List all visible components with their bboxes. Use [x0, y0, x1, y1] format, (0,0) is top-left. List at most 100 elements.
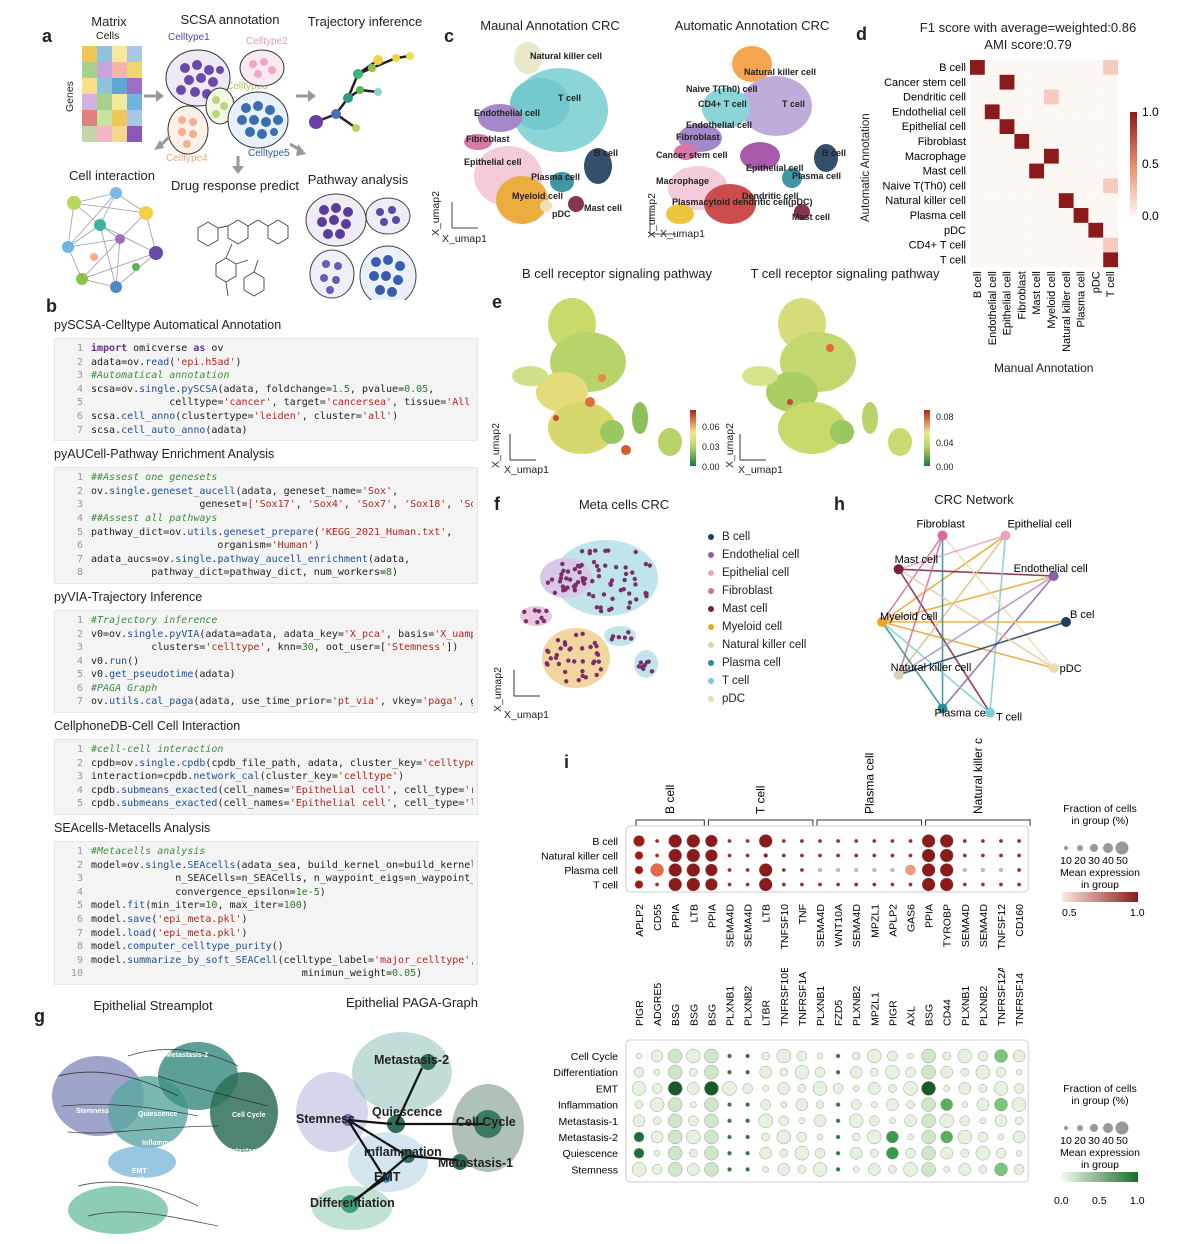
code-block: 1 #Metacells analysis 2 model=ov.single.SEA…	[54, 841, 478, 985]
metacell-dot	[618, 587, 624, 593]
e-cbar-left-tick-0: 0.06	[702, 422, 720, 432]
heatmap-cell	[1073, 222, 1089, 238]
code-token: model.	[91, 941, 128, 953]
heatmap-cell	[1073, 193, 1089, 208]
legend-colorbar-green	[1062, 1172, 1138, 1182]
dotplot-gene-label: SEMA4D	[978, 904, 990, 948]
line-number: 1	[76, 846, 83, 858]
heatmap-cell	[1044, 60, 1059, 75]
code-token: ()	[127, 655, 140, 667]
code-token: SEAcells	[187, 859, 236, 871]
group-bracket	[707, 819, 814, 826]
code-token: .	[145, 485, 152, 497]
code-token: single	[145, 859, 182, 871]
heatmap-cell	[1103, 163, 1118, 179]
paga-label-met1: Metastasis-1	[438, 1156, 514, 1170]
dotplot-dot	[943, 1166, 950, 1173]
dotplot-gene-label: GAS6	[906, 904, 918, 932]
dotplot-dot	[815, 1100, 825, 1109]
code-line: 6 #PAGA Graph	[59, 682, 473, 696]
code-token: interaction=cpdb.	[91, 771, 194, 783]
code-token: v0=ov.	[91, 628, 128, 640]
code-token: .	[211, 553, 218, 565]
code-token: 100	[283, 900, 302, 912]
heatmap-row-label: B cell	[939, 62, 966, 74]
dotplot-dot	[745, 1134, 750, 1140]
legend-label: B cell	[722, 531, 751, 543]
heatmap-cell	[999, 178, 1015, 194]
metacell-dot	[590, 593, 596, 599]
dotplot-dot	[667, 1145, 683, 1161]
dotplot-dot	[921, 1129, 936, 1145]
heatmap-cell	[1029, 74, 1044, 90]
metacell-dot	[644, 593, 649, 599]
code-token: 8	[386, 567, 393, 579]
dotplot-bottom: PIGR ADGRE5 BSG BSG BSG PLXNB1 PLXNB2 LTBR TNFRS…	[553, 968, 1029, 1183]
dotplot-dot	[851, 1099, 862, 1110]
dotplot-dot	[835, 1069, 841, 1075]
code-token: utils	[187, 526, 218, 538]
code-token: )	[416, 968, 423, 980]
heatmap-cell	[1088, 119, 1104, 134]
code-token: 'Sox'	[361, 485, 393, 497]
dotplot-gene-label: LTBR	[761, 1000, 773, 1026]
c-right-label-nk: Natural killer cell	[744, 67, 817, 77]
dotplot-dot	[940, 1098, 953, 1111]
dotplot-dot	[993, 1081, 1009, 1096]
network-edge	[941, 535, 1055, 669]
metacell-dot	[592, 640, 598, 646]
network-edge	[898, 534, 1006, 570]
dotplot-dot	[940, 1065, 953, 1079]
heatmap-cell	[970, 74, 985, 90]
dotplot-dot	[872, 882, 877, 887]
dotplot-gene-label: PLXNB2	[851, 986, 863, 1026]
e-cbar-right-tick-1: 0.04	[936, 438, 954, 448]
metacell-dot	[647, 563, 653, 568]
dotplot-dot	[727, 839, 732, 843]
heatmap-cell-strong	[1058, 193, 1074, 208]
panel-b-label: b	[46, 296, 57, 316]
metacell-dot	[622, 635, 628, 640]
dotplot-gene-label: PLXNB1	[725, 986, 737, 1026]
metacell-dot	[598, 667, 604, 672]
c-left-axis-x: X_umap1	[442, 233, 487, 245]
code-token: geneset=	[91, 499, 248, 511]
code-token: )	[398, 771, 405, 783]
code-line: 1 ##Assest one genesets	[59, 471, 473, 485]
code-token: .	[163, 628, 170, 640]
code-token: computer_celltype_purity	[127, 941, 272, 953]
code-token: model.	[91, 914, 128, 925]
legend-expression-title: in group	[1081, 1159, 1119, 1171]
code-token: cpdb.	[91, 784, 122, 796]
legend-swatch	[708, 696, 714, 702]
dotplot-dot	[776, 1129, 791, 1145]
dotplot-dot	[799, 839, 804, 843]
heatmap-cell-strong	[1073, 208, 1089, 223]
line-number: 2	[76, 628, 83, 640]
code-token: (adata,	[367, 553, 411, 565]
heatmap-cell	[970, 163, 985, 179]
line-number: 5	[76, 397, 83, 409]
c-right-label-mast: Mast cell	[792, 212, 831, 222]
dotplot-dot	[836, 868, 841, 872]
dotplot-dot	[727, 853, 732, 858]
c-left-label-t: T cell	[558, 93, 582, 103]
heatmap-col-label: Endothelial cell	[987, 271, 999, 345]
code-line: 7 scsa.cell_auto_anno(adata)	[59, 424, 473, 438]
dotplot-dot	[727, 1069, 732, 1075]
legend-label: Endothelial cell	[722, 549, 800, 561]
dotplot-dot	[689, 1148, 698, 1158]
metacell-dot	[579, 646, 585, 651]
code-line: 10 minimun_weight=0.05)	[59, 967, 473, 981]
dotplot-dot	[1013, 1083, 1025, 1094]
code-token: .	[181, 859, 188, 871]
panel-a-graphics	[62, 46, 417, 300]
metacell-dot	[587, 548, 593, 554]
dotplot-dot	[961, 1101, 968, 1108]
dotplot-dot	[745, 1167, 750, 1172]
metacell-dot	[539, 615, 544, 621]
c-left-label-pdc: pDC	[552, 209, 571, 219]
heatmap-col-label: Natural killer cell	[1061, 271, 1073, 352]
dotplot-dot	[870, 1148, 879, 1158]
code-token: (cell_names=	[217, 798, 290, 810]
